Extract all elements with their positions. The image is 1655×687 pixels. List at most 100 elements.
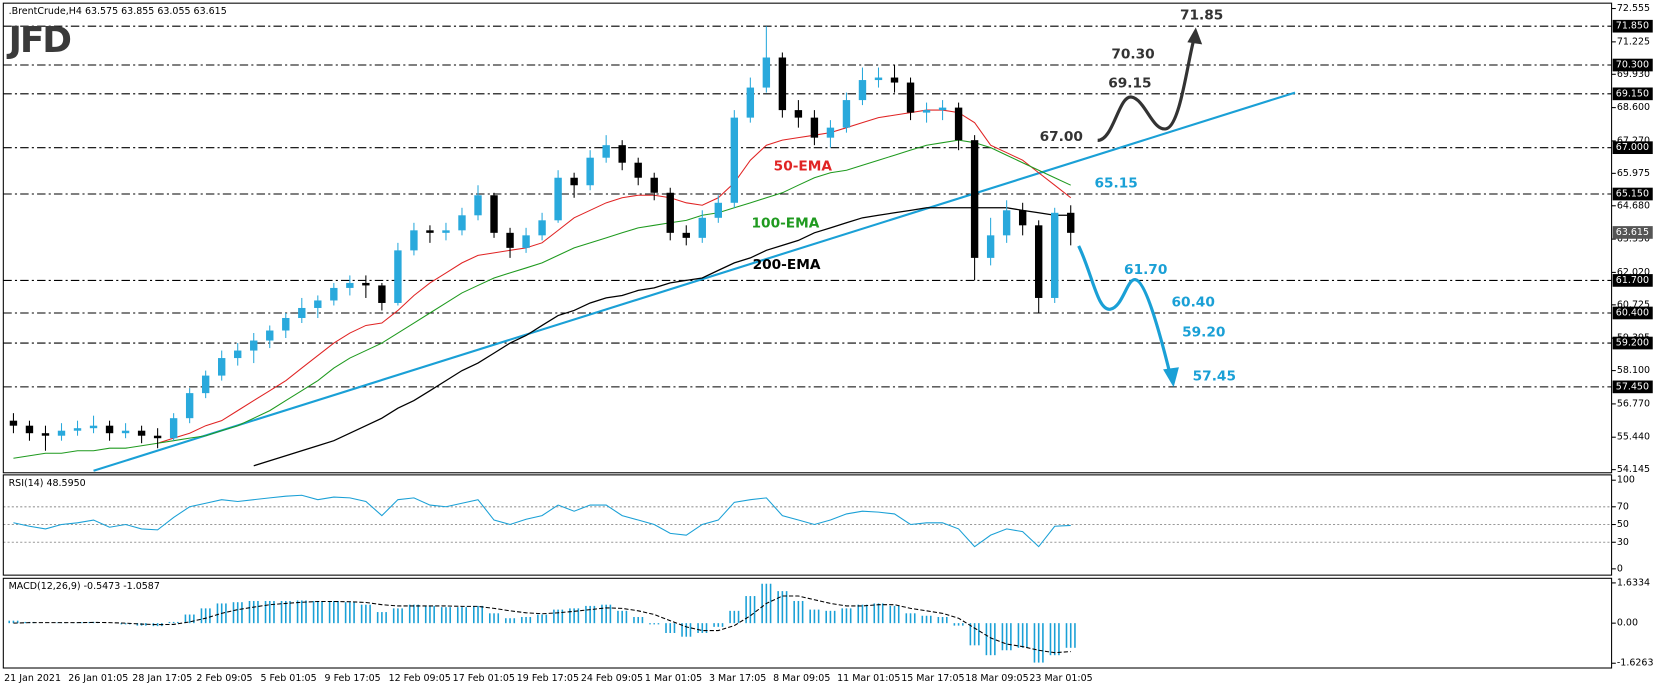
candle-body [298,307,306,318]
y-tick-label: 30 [1617,537,1629,548]
y-tick-label: 67.270 [1617,135,1650,146]
candle-body [458,215,466,231]
y-tick-label: 64.680 [1617,200,1650,211]
level-label: 65.150 [1616,189,1649,200]
y-tick-label: 65.975 [1617,168,1650,179]
candle-body [890,77,899,83]
level-box [1612,380,1653,394]
x-tick-label: 26 Jan 01:05 [68,673,128,684]
candle-body [570,177,578,186]
last-price-label: 63.615 [1616,227,1649,238]
ema-label: 200-EMA [753,257,821,273]
candle-body [105,425,114,434]
level-box [1612,187,1653,201]
candle-body [1067,212,1075,233]
level-label: 67.000 [1616,142,1649,153]
y-tick-label: 63.350 [1617,234,1650,245]
x-tick-label: 3 Mar 17:05 [709,673,766,684]
y-tick-label: 1.6334 [1617,577,1650,588]
last-price-box [1612,226,1653,239]
candle-body [89,425,98,429]
candle-body [250,340,258,351]
target-label: 65.15 [1094,175,1137,191]
x-tick-label: 24 Feb 09:05 [581,673,643,684]
x-tick-label: 8 Mar 09:05 [773,673,830,684]
candle-body [282,317,290,331]
candle-body [57,430,66,436]
x-tick-label: 11 Mar 01:05 [837,673,900,684]
candle-body [650,177,658,193]
y-tick-label: 0 [1617,563,1623,574]
candle-body [826,127,835,138]
candle-body [153,435,162,439]
candle-body [490,195,498,233]
y-tick-label: 70 [1617,501,1629,512]
ema-label: 100-EMA [752,216,820,232]
level-box [1612,19,1653,33]
candle-body [554,177,562,221]
candle-body [1051,212,1059,298]
candle-body [730,117,739,203]
candle-body [682,232,690,238]
trendline [93,91,1296,472]
candle-body [938,107,947,111]
bearish-arrowhead [1163,367,1179,388]
candle-body [906,82,915,113]
candle-body [746,87,755,118]
macd-panel [2,577,1613,669]
bearish-arrow [1077,245,1171,372]
x-tick-label: 12 Feb 09:05 [389,673,451,684]
target-label: 71.85 [1180,8,1223,24]
bullish-arrowhead [1187,27,1203,45]
level-label: 69.150 [1616,88,1649,99]
candle-body [234,350,242,359]
candle-body [314,300,322,308]
candle-body [842,100,851,128]
rsi-line [13,494,1071,548]
candle-body [330,287,338,301]
candle-body [778,57,787,111]
level-label: 59.200 [1616,338,1649,349]
candle-body [266,330,274,341]
level-box [1612,336,1653,350]
candle-body [698,217,706,238]
candle-body [25,425,34,434]
candle-body [169,418,178,439]
target-label: 61.70 [1124,262,1167,278]
level-box [1612,87,1653,101]
candle-body [362,282,370,286]
candle-body [474,195,482,216]
y-tick-label: 68.600 [1617,102,1650,113]
x-tick-label: 9 Feb 17:05 [325,673,381,684]
y-tick-label: 54.145 [1617,464,1650,475]
candle-body [1018,210,1027,226]
level-box [1612,274,1653,287]
candle-body [954,107,963,141]
y-tick-label: -1.6263 [1617,658,1654,669]
candle-body [378,285,386,303]
rsi-title: RSI(14) 48.5950 [9,478,86,489]
x-tick-label: 19 Feb 17:05 [517,673,579,684]
level-label: 61.700 [1616,275,1649,286]
y-tick-label: 55.440 [1617,432,1650,443]
candle-body [426,230,434,233]
candle-body [394,250,402,303]
logo: JFD [6,20,71,61]
x-tick-label: 21 Jan 2021 [4,673,61,684]
target-label: 57.45 [1193,368,1236,384]
candle-body [634,162,642,178]
y-tick-label: 72.555 [1617,3,1650,14]
x-tick-label: 5 Feb 01:05 [260,673,316,684]
ema-label: 50-EMA [774,159,833,175]
y-tick-label: 69.930 [1617,69,1650,80]
candle-body [970,140,979,258]
x-tick-label: 1 Mar 01:05 [645,673,702,684]
y-tick-label: 62.020 [1617,267,1650,278]
candle-body [121,430,130,434]
x-tick-label: 15 Mar 17:05 [901,673,964,684]
candle-body [586,157,594,186]
candle-body [218,358,226,376]
candle-body [73,428,82,431]
x-tick-label: 2 Feb 09:05 [196,673,252,684]
